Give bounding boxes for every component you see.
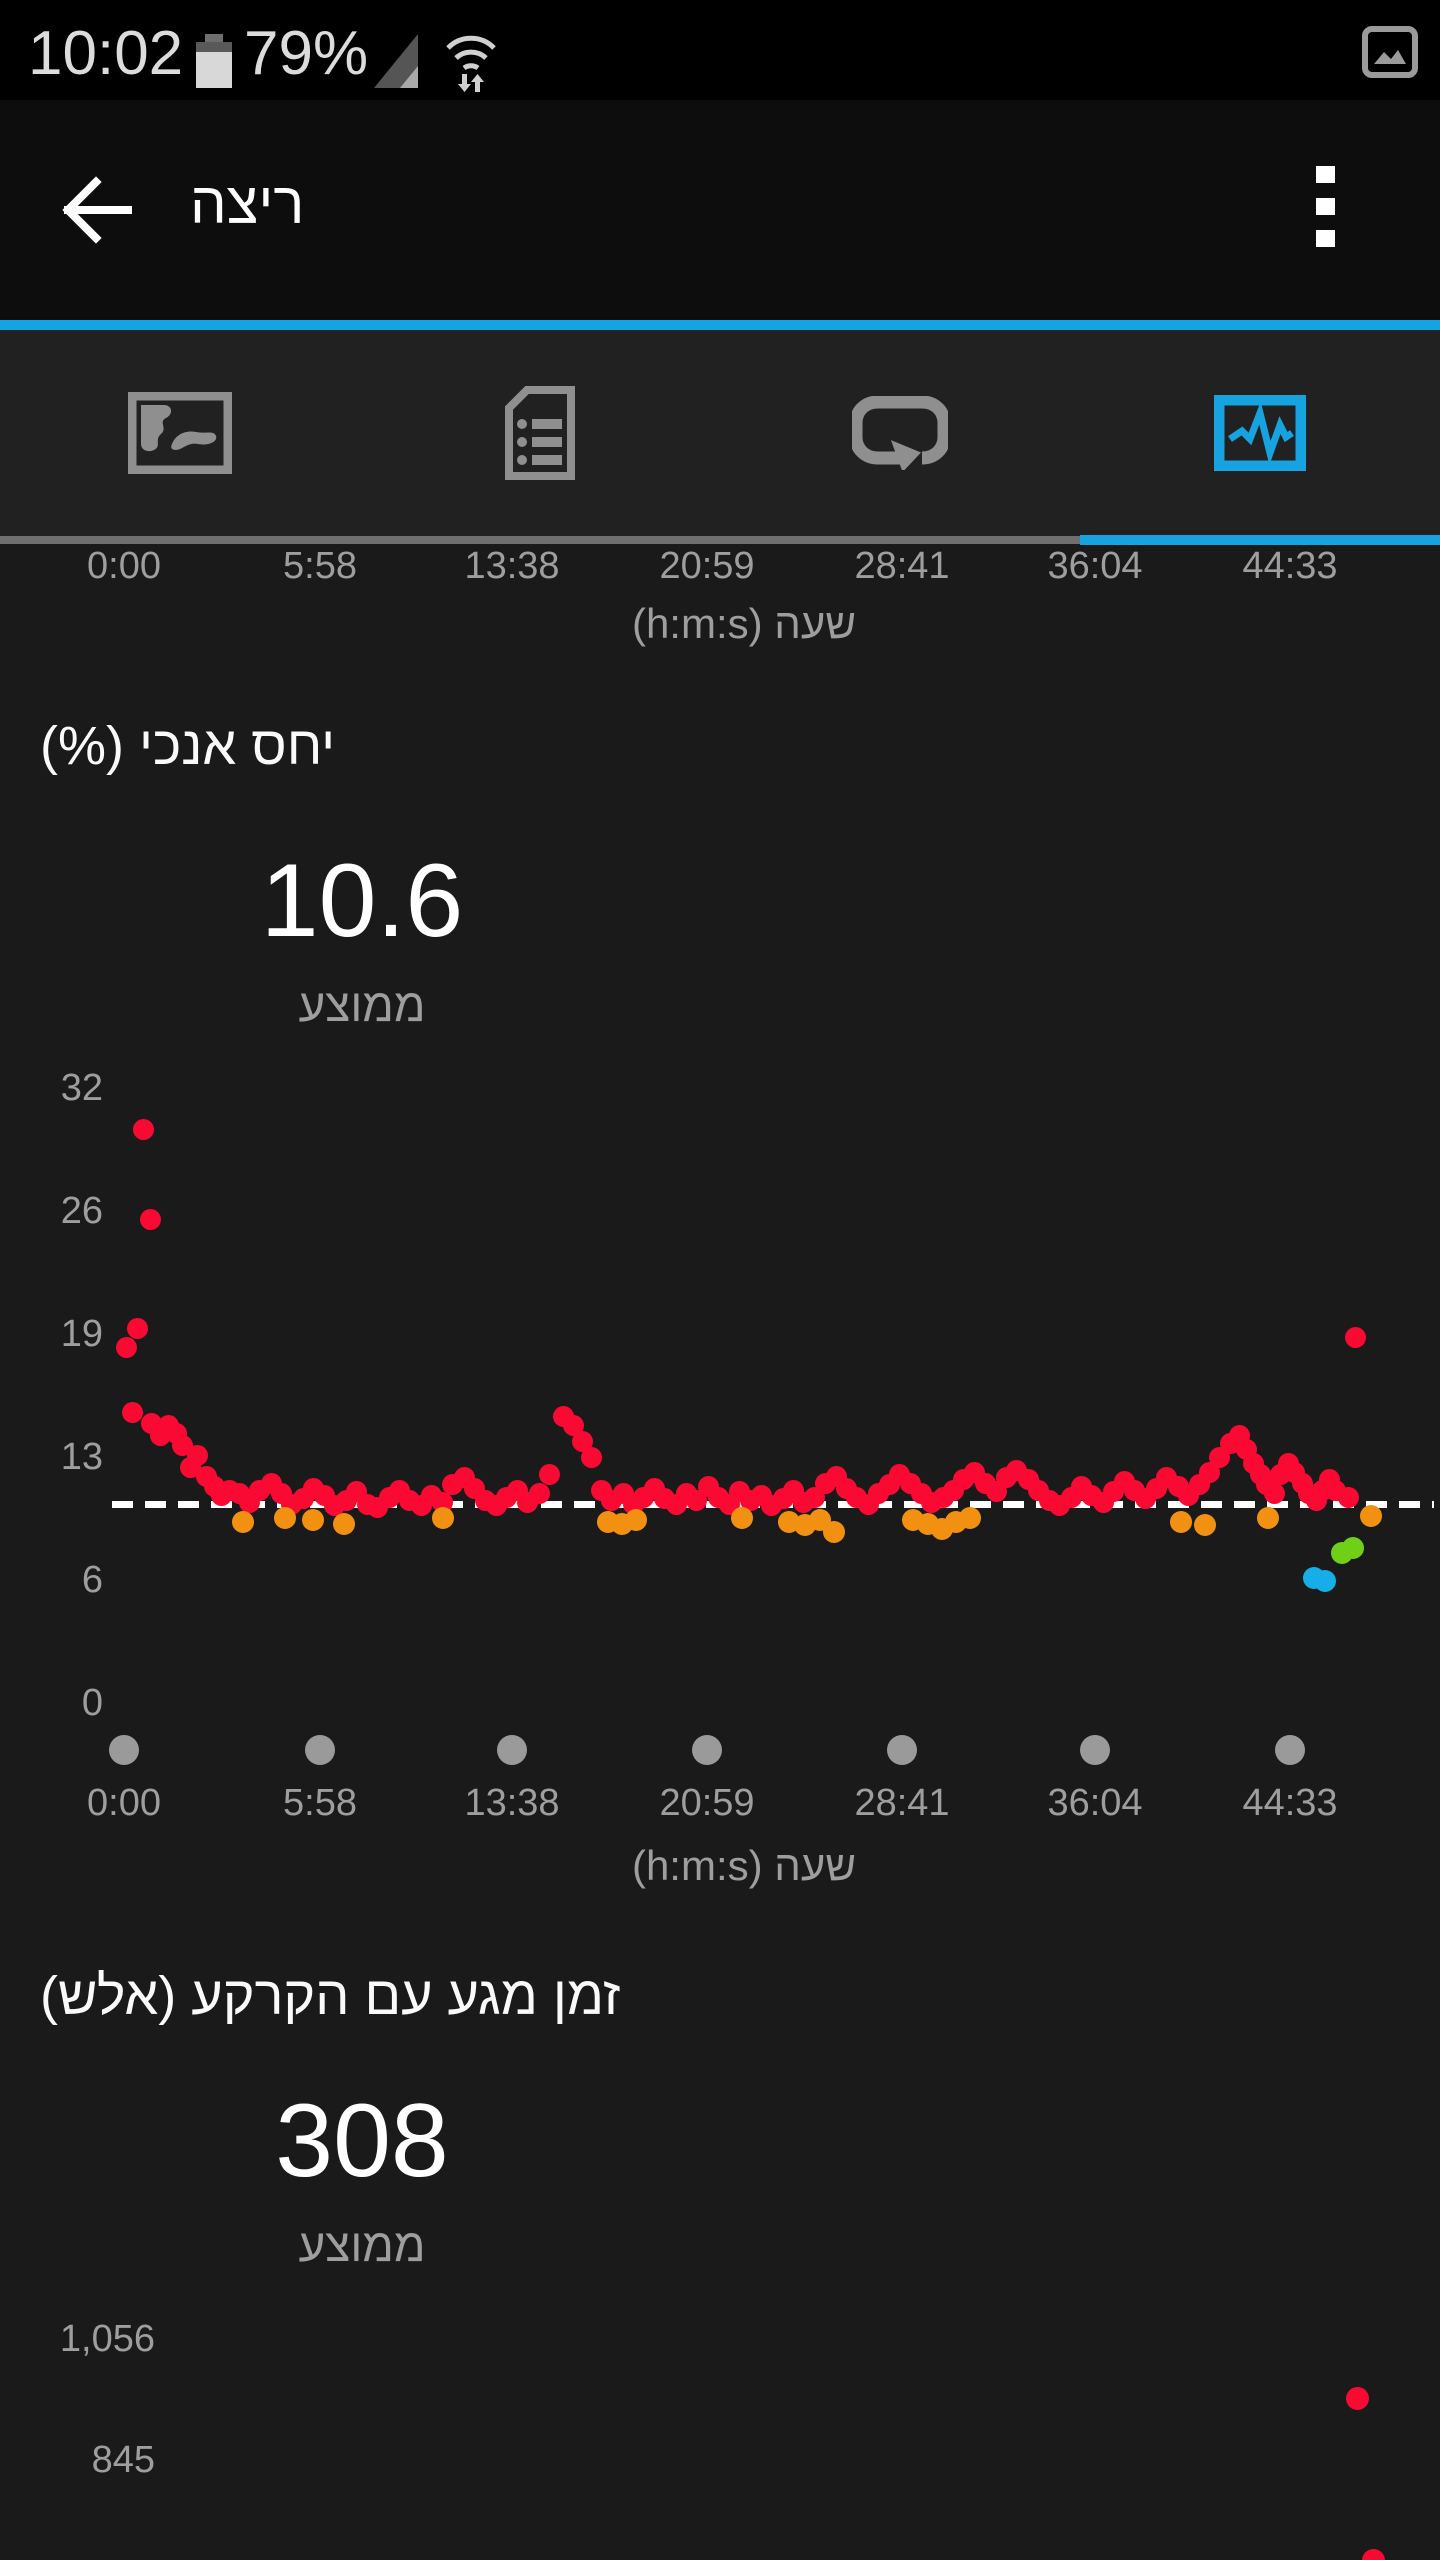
data-point [580, 1447, 602, 1469]
upper-x-tick-label: 13:38 [464, 545, 560, 587]
data-point [1362, 2548, 1386, 2560]
data-point [571, 1431, 593, 1452]
overflow-menu-button[interactable] [1316, 166, 1336, 250]
data-point [431, 1507, 454, 1530]
range-marker-dot[interactable] [305, 1735, 335, 1765]
tab-map[interactable] [0, 330, 360, 536]
chart1-x-tick-label: 0:00 [87, 1782, 161, 1824]
upper-x-tick-label: 36:04 [1047, 545, 1143, 587]
chart1-x-tick-label: 44:33 [1242, 1782, 1338, 1824]
accent-divider [0, 320, 1440, 330]
chart2-average-label: ממוצע [298, 2219, 426, 2271]
back-button[interactable] [56, 174, 136, 246]
data-point [1257, 1507, 1280, 1530]
chart1-average-label: ממוצע [298, 979, 426, 1031]
range-marker-dot[interactable] [692, 1735, 722, 1765]
data-point [122, 1402, 144, 1424]
chart1-y-tick-label: 32 [60, 1067, 103, 1109]
upper-x-tick-label: 0:00 [87, 545, 161, 587]
tab-laps[interactable] [720, 330, 1080, 536]
data-point [1314, 1570, 1337, 1593]
data-point [822, 1521, 845, 1544]
data-point [1345, 2386, 1369, 2410]
range-marker-dot[interactable] [497, 1735, 527, 1765]
data-point [1169, 1510, 1192, 1533]
battery-icon [196, 34, 232, 88]
screenshot-notification-icon [1362, 26, 1418, 78]
data-point [1342, 1537, 1365, 1560]
data-point [958, 1507, 981, 1530]
data-point [1360, 1505, 1383, 1528]
chart1-y-tick-label: 6 [81, 1559, 103, 1601]
data-point [132, 1119, 154, 1141]
wifi-icon [442, 30, 500, 92]
data-point [1337, 1486, 1359, 1508]
chart1-y-tick-label: 19 [60, 1313, 103, 1355]
range-marker-dot[interactable] [1275, 1735, 1305, 1765]
chart1-x-tick-label: 13:38 [464, 1782, 560, 1824]
data-point [232, 1510, 255, 1533]
data-point [624, 1508, 647, 1531]
upper-x-tick-label: 20:59 [659, 545, 755, 587]
battery-percent: 79% [244, 19, 369, 88]
app-toolbar: ריצה [0, 100, 1440, 320]
data-point [1345, 1326, 1367, 1348]
upper-chart-axis-title: שעה (h:m:s) [631, 600, 857, 647]
chart2-y-tick-label: 1,056 [59, 2318, 155, 2360]
data-point [116, 1336, 137, 1358]
chart2-y-tick-label: 845 [91, 2439, 155, 2481]
chart1-axis-title: שעה (h:m:s) [631, 1842, 857, 1889]
data-point [332, 1512, 355, 1535]
clock-time: 10:02 [28, 19, 184, 88]
data-point [563, 1414, 585, 1436]
data-point [127, 1317, 149, 1339]
chart1-y-tick-label: 13 [60, 1436, 103, 1478]
range-marker-dot[interactable] [1080, 1735, 1110, 1765]
data-point [1193, 1514, 1216, 1537]
tab-indicator-track [0, 536, 1440, 544]
tab-details[interactable] [360, 330, 720, 536]
chart1-average-value: 10.6 [260, 843, 464, 959]
chart1-y-tick-label: 0 [81, 1682, 103, 1724]
upper-x-tick-label: 28:41 [854, 545, 950, 587]
data-point [140, 1209, 162, 1230]
chart2-average-value: 308 [275, 2083, 449, 2199]
range-marker-dot[interactable] [887, 1735, 917, 1765]
chart1-x-tick-label: 36:04 [1047, 1782, 1143, 1824]
cellular-signal-icon [374, 34, 422, 88]
upper-x-tick-label: 44:33 [1242, 545, 1338, 587]
data-point [538, 1463, 560, 1485]
chart1-x-tick-label: 5:58 [283, 1782, 357, 1824]
chart1-x-tick-label: 20:59 [659, 1782, 755, 1824]
activity-tab-bar [0, 330, 1440, 545]
chart1-title: יחס אנכי (%) [40, 716, 336, 776]
page-title: ריצה [190, 171, 305, 236]
chart1-y-tick-label: 26 [60, 1190, 103, 1232]
data-point [302, 1508, 325, 1531]
data-point [1264, 1483, 1286, 1505]
data-point [187, 1445, 209, 1467]
tab-charts[interactable] [1080, 330, 1440, 536]
status-bar: 10:02 79% [0, 0, 1440, 100]
upper-x-tick-label: 5:58 [283, 545, 357, 587]
range-marker-dot[interactable] [109, 1735, 139, 1765]
chart2-title: זמן מגע עם הקרקע (אלש) [40, 1966, 621, 2026]
data-point [274, 1507, 297, 1530]
data-point [731, 1507, 754, 1530]
tab-active-indicator [1080, 535, 1440, 545]
data-point [528, 1483, 550, 1505]
chart1-x-tick-label: 28:41 [854, 1782, 950, 1824]
